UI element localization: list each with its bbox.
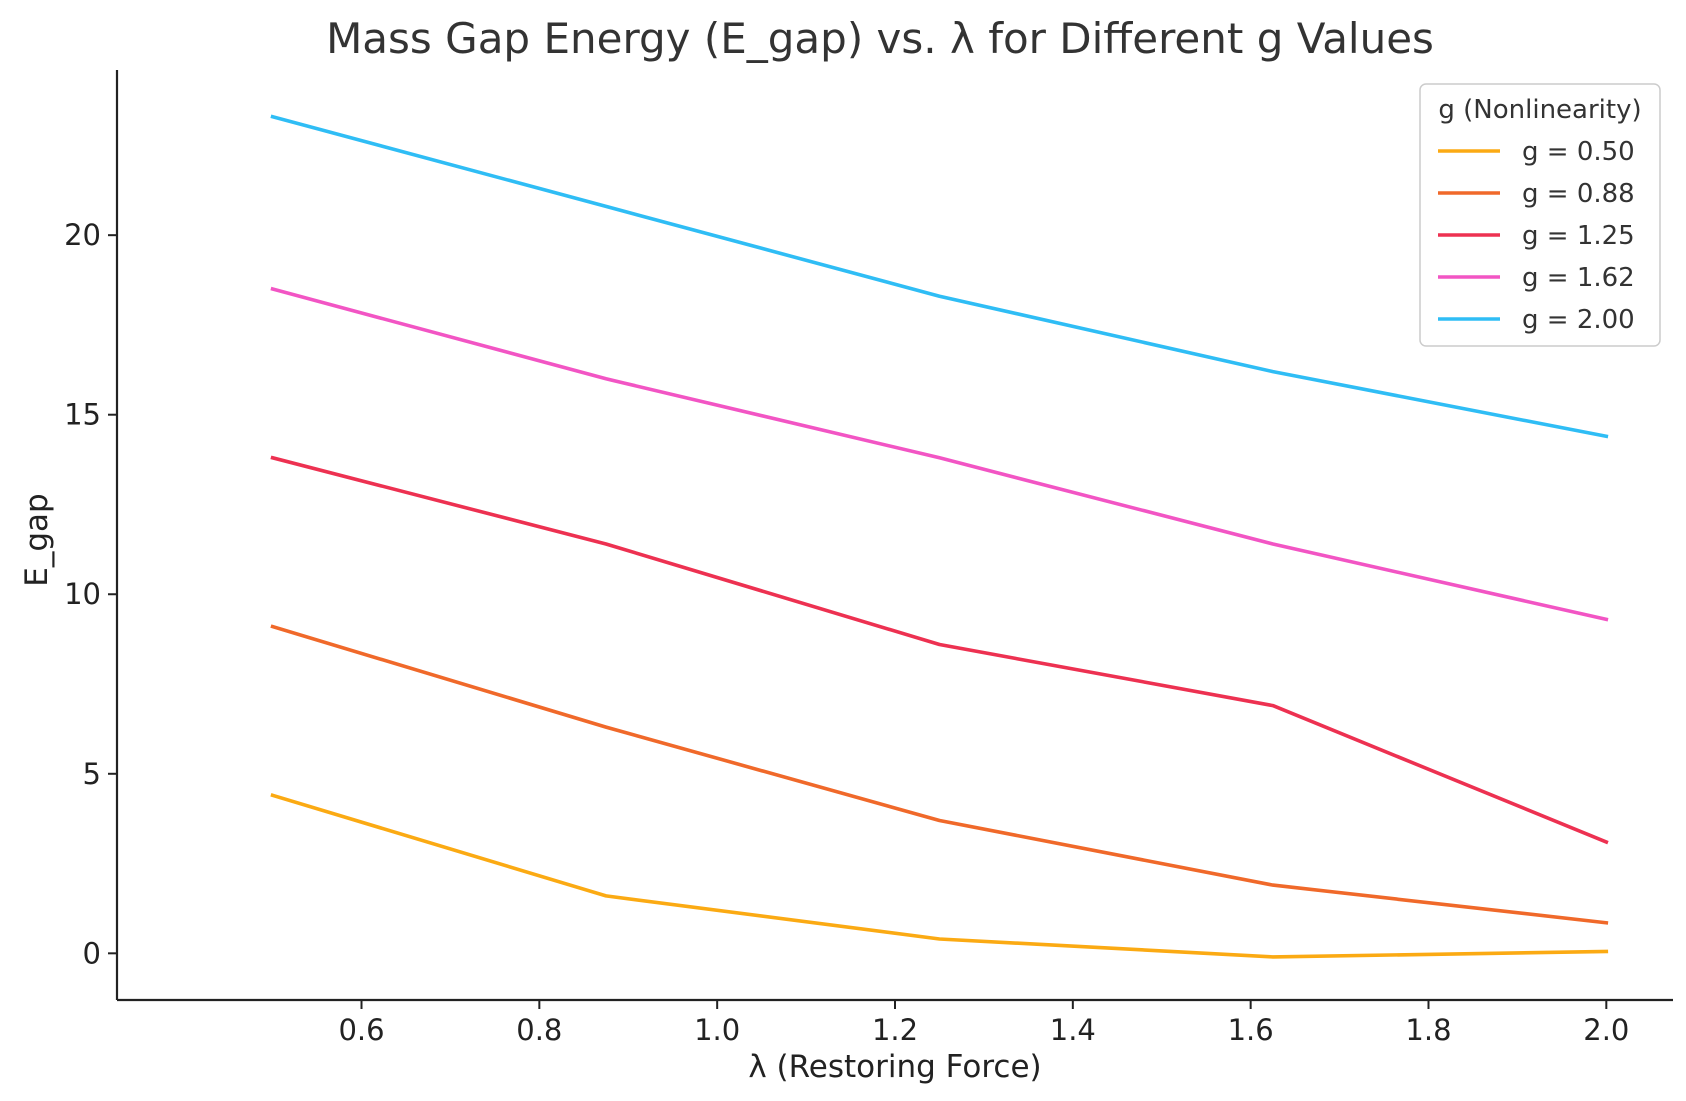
legend-title: g (Nonlinearity): [1438, 95, 1641, 125]
series-line-3: [270, 455, 1609, 845]
x-axis-ticks: 0.6 0.8 1.0 1.2 1.4 1.6 1.8 2.0: [338, 1000, 1629, 1047]
chart-title: Mass Gap Energy (E_gap) vs. λ for Differ…: [326, 14, 1434, 63]
y-tick-label: 5: [83, 757, 101, 791]
y-tick-label: 0: [83, 936, 101, 970]
x-axis-label: λ (Restoring Force): [748, 1049, 1041, 1085]
x-tick-label: 1.2: [872, 1013, 918, 1047]
series-line-4: [270, 286, 1609, 622]
series-line-1: [270, 793, 1609, 959]
series-lines: [270, 114, 1609, 959]
x-tick-label: 1.6: [1228, 1013, 1274, 1047]
legend-label: g = 1.25: [1522, 221, 1635, 251]
x-tick-label: 1.0: [694, 1013, 740, 1047]
x-tick-label: 2.0: [1583, 1013, 1629, 1047]
y-axis-label: E_gap: [19, 493, 55, 586]
x-tick-label: 1.8: [1405, 1013, 1451, 1047]
legend-label: g = 0.50: [1522, 137, 1635, 167]
legend-label: g = 2.00: [1522, 305, 1635, 335]
y-tick-label: 20: [64, 218, 101, 252]
y-axis-ticks: 0 5 10 15 20: [64, 218, 117, 970]
y-tick-label: 10: [64, 577, 101, 611]
legend-label: g = 0.88: [1522, 179, 1635, 209]
series-line-2: [270, 624, 1609, 925]
y-tick-label: 15: [64, 398, 101, 432]
legend: g (Nonlinearity) g = 0.50 g = 0.88 g = 1.2…: [1419, 83, 1661, 347]
x-tick-label: 1.4: [1050, 1013, 1096, 1047]
series-line-5: [270, 114, 1609, 439]
legend-items: g = 0.50 g = 0.88 g = 1.25 g = 1.62 g = 2.00: [1438, 137, 1635, 335]
x-tick-label: 0.6: [338, 1013, 384, 1047]
x-tick-label: 0.8: [516, 1013, 562, 1047]
legend-label: g = 1.62: [1522, 263, 1635, 293]
